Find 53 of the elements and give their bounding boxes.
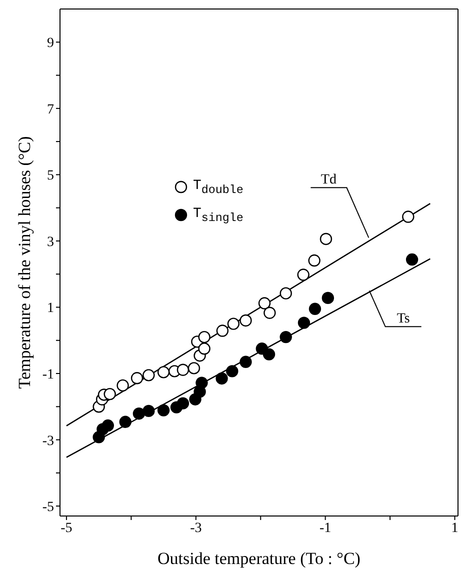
y-tick-label: -1 xyxy=(42,367,54,382)
annotation: Td xyxy=(320,172,336,188)
point xyxy=(226,365,238,378)
point xyxy=(142,404,155,418)
y-tick-label: -3 xyxy=(42,434,54,449)
point xyxy=(132,408,146,420)
point xyxy=(188,362,200,374)
point xyxy=(402,210,414,223)
y-tick-label: 5 xyxy=(47,168,54,184)
point xyxy=(119,416,132,428)
y-tick-label: 9 xyxy=(47,36,54,52)
point xyxy=(176,397,190,410)
point xyxy=(198,342,210,355)
point xyxy=(280,330,292,344)
point xyxy=(196,376,208,389)
point xyxy=(308,302,322,315)
point xyxy=(116,379,129,392)
legend-label: T$_{single}$ xyxy=(193,206,244,224)
point xyxy=(198,330,210,344)
y-tick-label: -5 xyxy=(42,500,54,516)
point xyxy=(298,316,310,329)
point xyxy=(216,372,228,385)
x-axis-title: Outside temperature (To : °C) xyxy=(158,549,360,568)
y-tick-label: 1 xyxy=(47,301,54,316)
point xyxy=(320,232,332,246)
y-tick-label: 3 xyxy=(47,234,54,250)
point xyxy=(227,318,240,330)
point xyxy=(157,366,170,378)
x-tick-label: -5 xyxy=(60,520,72,536)
annotation: Ts xyxy=(396,312,410,327)
point xyxy=(297,268,310,281)
point xyxy=(216,324,229,337)
point xyxy=(240,356,252,368)
legend-label: T$_{double}$ xyxy=(193,178,244,196)
y-axis-title: Temperature of the vinyl houses (°C) xyxy=(15,136,34,389)
point xyxy=(240,314,252,327)
point xyxy=(104,388,116,400)
point xyxy=(280,287,292,300)
point xyxy=(406,253,418,266)
x-tick-label: -1 xyxy=(319,520,332,536)
x-tick-label: 1 xyxy=(451,520,458,536)
point xyxy=(262,348,276,360)
point xyxy=(142,369,155,382)
point xyxy=(157,404,170,416)
y-tick-label: 7 xyxy=(47,102,54,118)
point xyxy=(258,297,271,310)
point xyxy=(102,419,114,432)
point xyxy=(322,292,334,304)
point xyxy=(308,254,320,267)
point xyxy=(130,372,144,384)
x-tick-label: -3 xyxy=(190,520,202,536)
point xyxy=(264,306,276,319)
point xyxy=(176,364,190,376)
